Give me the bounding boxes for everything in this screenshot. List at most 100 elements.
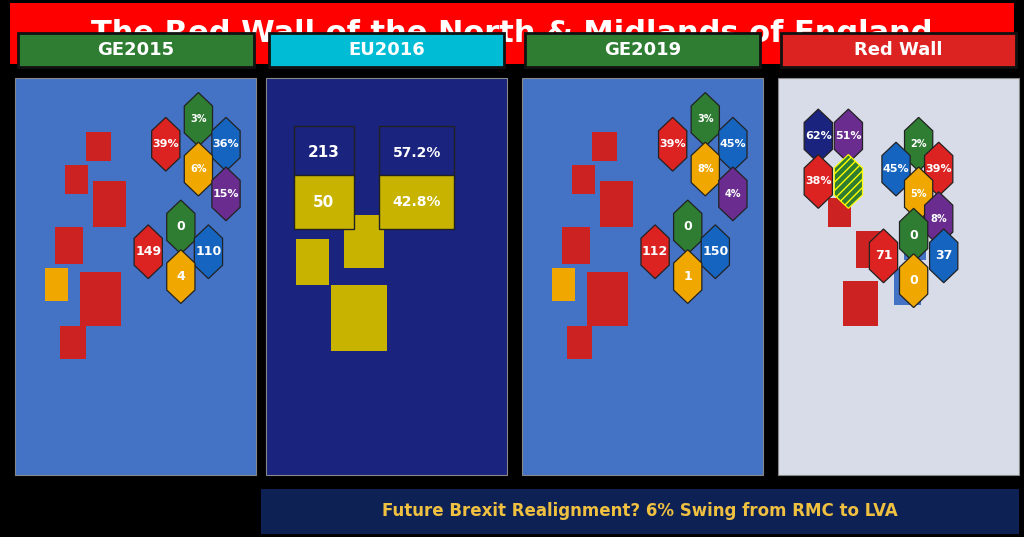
FancyBboxPatch shape bbox=[81, 272, 121, 326]
Polygon shape bbox=[882, 142, 910, 196]
Text: 50: 50 bbox=[313, 194, 335, 209]
FancyBboxPatch shape bbox=[780, 33, 1017, 67]
Polygon shape bbox=[184, 142, 213, 196]
Text: 0: 0 bbox=[909, 274, 918, 287]
Polygon shape bbox=[804, 155, 833, 208]
Text: 213: 213 bbox=[308, 145, 340, 160]
FancyBboxPatch shape bbox=[45, 268, 68, 301]
Text: 8%: 8% bbox=[697, 164, 714, 174]
FancyBboxPatch shape bbox=[261, 489, 1019, 534]
Text: GE2015: GE2015 bbox=[97, 41, 174, 59]
Text: 39%: 39% bbox=[926, 164, 952, 174]
Text: 5%: 5% bbox=[910, 189, 927, 199]
Text: 38%: 38% bbox=[805, 177, 831, 186]
Polygon shape bbox=[691, 142, 720, 196]
Polygon shape bbox=[835, 155, 862, 208]
Polygon shape bbox=[701, 225, 729, 279]
Text: 71: 71 bbox=[874, 249, 892, 263]
Text: 1: 1 bbox=[683, 270, 692, 283]
Text: 37: 37 bbox=[935, 249, 952, 263]
Text: 4%: 4% bbox=[725, 189, 741, 199]
FancyBboxPatch shape bbox=[266, 78, 507, 475]
Text: 149: 149 bbox=[135, 245, 162, 258]
FancyBboxPatch shape bbox=[296, 240, 329, 285]
Polygon shape bbox=[930, 229, 957, 283]
Polygon shape bbox=[184, 92, 213, 146]
Text: 39%: 39% bbox=[659, 139, 686, 149]
Text: 112: 112 bbox=[642, 245, 669, 258]
Polygon shape bbox=[835, 109, 862, 163]
FancyBboxPatch shape bbox=[844, 281, 879, 326]
Text: 6%: 6% bbox=[190, 164, 207, 174]
FancyBboxPatch shape bbox=[10, 3, 1014, 64]
Polygon shape bbox=[658, 118, 687, 171]
FancyBboxPatch shape bbox=[588, 272, 628, 326]
Polygon shape bbox=[134, 225, 163, 279]
Text: 62%: 62% bbox=[805, 131, 831, 141]
Text: 45%: 45% bbox=[883, 164, 909, 174]
FancyBboxPatch shape bbox=[903, 231, 926, 260]
FancyBboxPatch shape bbox=[562, 227, 590, 264]
Text: EU2016: EU2016 bbox=[348, 41, 425, 59]
FancyBboxPatch shape bbox=[294, 175, 354, 229]
Text: 4: 4 bbox=[176, 270, 185, 283]
Text: The Red Wall of the North & Midlands of England: The Red Wall of the North & Midlands of … bbox=[91, 19, 933, 48]
Polygon shape bbox=[641, 225, 670, 279]
Polygon shape bbox=[925, 192, 952, 245]
Text: GE2019: GE2019 bbox=[604, 41, 681, 59]
FancyBboxPatch shape bbox=[332, 285, 387, 351]
Polygon shape bbox=[691, 92, 720, 146]
FancyBboxPatch shape bbox=[294, 126, 354, 179]
FancyBboxPatch shape bbox=[55, 227, 83, 264]
Text: 57.2%: 57.2% bbox=[392, 146, 441, 159]
Polygon shape bbox=[925, 142, 952, 196]
Text: 39%: 39% bbox=[153, 139, 179, 149]
FancyBboxPatch shape bbox=[572, 165, 595, 194]
Text: 0: 0 bbox=[909, 229, 918, 242]
Text: 3%: 3% bbox=[697, 114, 714, 125]
FancyBboxPatch shape bbox=[60, 326, 86, 359]
FancyBboxPatch shape bbox=[379, 126, 455, 179]
FancyBboxPatch shape bbox=[344, 214, 384, 268]
Polygon shape bbox=[899, 254, 928, 308]
Text: 3%: 3% bbox=[190, 114, 207, 125]
FancyBboxPatch shape bbox=[15, 78, 256, 475]
Polygon shape bbox=[167, 200, 195, 254]
FancyBboxPatch shape bbox=[268, 33, 505, 67]
Text: Future Brexit Realignment? 6% Swing from RMC to LVA: Future Brexit Realignment? 6% Swing from… bbox=[382, 503, 898, 520]
Text: 42.8%: 42.8% bbox=[392, 195, 441, 209]
Polygon shape bbox=[904, 118, 933, 171]
Polygon shape bbox=[167, 250, 195, 303]
FancyBboxPatch shape bbox=[85, 132, 111, 161]
Polygon shape bbox=[719, 167, 746, 221]
Polygon shape bbox=[674, 250, 701, 303]
Polygon shape bbox=[869, 229, 898, 283]
Polygon shape bbox=[899, 208, 928, 262]
FancyBboxPatch shape bbox=[856, 231, 884, 268]
FancyBboxPatch shape bbox=[93, 182, 126, 227]
Text: 45%: 45% bbox=[720, 139, 746, 149]
FancyBboxPatch shape bbox=[552, 268, 574, 301]
FancyBboxPatch shape bbox=[567, 326, 592, 359]
FancyBboxPatch shape bbox=[600, 182, 633, 227]
Polygon shape bbox=[152, 118, 180, 171]
Polygon shape bbox=[212, 167, 240, 221]
FancyBboxPatch shape bbox=[522, 78, 763, 475]
FancyBboxPatch shape bbox=[894, 268, 922, 306]
FancyBboxPatch shape bbox=[17, 33, 254, 67]
Text: 150: 150 bbox=[702, 245, 728, 258]
Polygon shape bbox=[195, 225, 222, 279]
Polygon shape bbox=[904, 167, 933, 221]
Polygon shape bbox=[719, 118, 746, 171]
Polygon shape bbox=[212, 118, 240, 171]
FancyBboxPatch shape bbox=[828, 198, 851, 227]
FancyBboxPatch shape bbox=[379, 175, 455, 229]
Polygon shape bbox=[674, 200, 701, 254]
Text: Red Wall: Red Wall bbox=[854, 41, 943, 59]
Text: 0: 0 bbox=[176, 220, 185, 234]
Text: 2%: 2% bbox=[910, 139, 927, 149]
Text: 36%: 36% bbox=[213, 139, 240, 149]
Text: 110: 110 bbox=[196, 245, 221, 258]
FancyBboxPatch shape bbox=[524, 33, 761, 67]
Text: 8%: 8% bbox=[931, 214, 947, 224]
